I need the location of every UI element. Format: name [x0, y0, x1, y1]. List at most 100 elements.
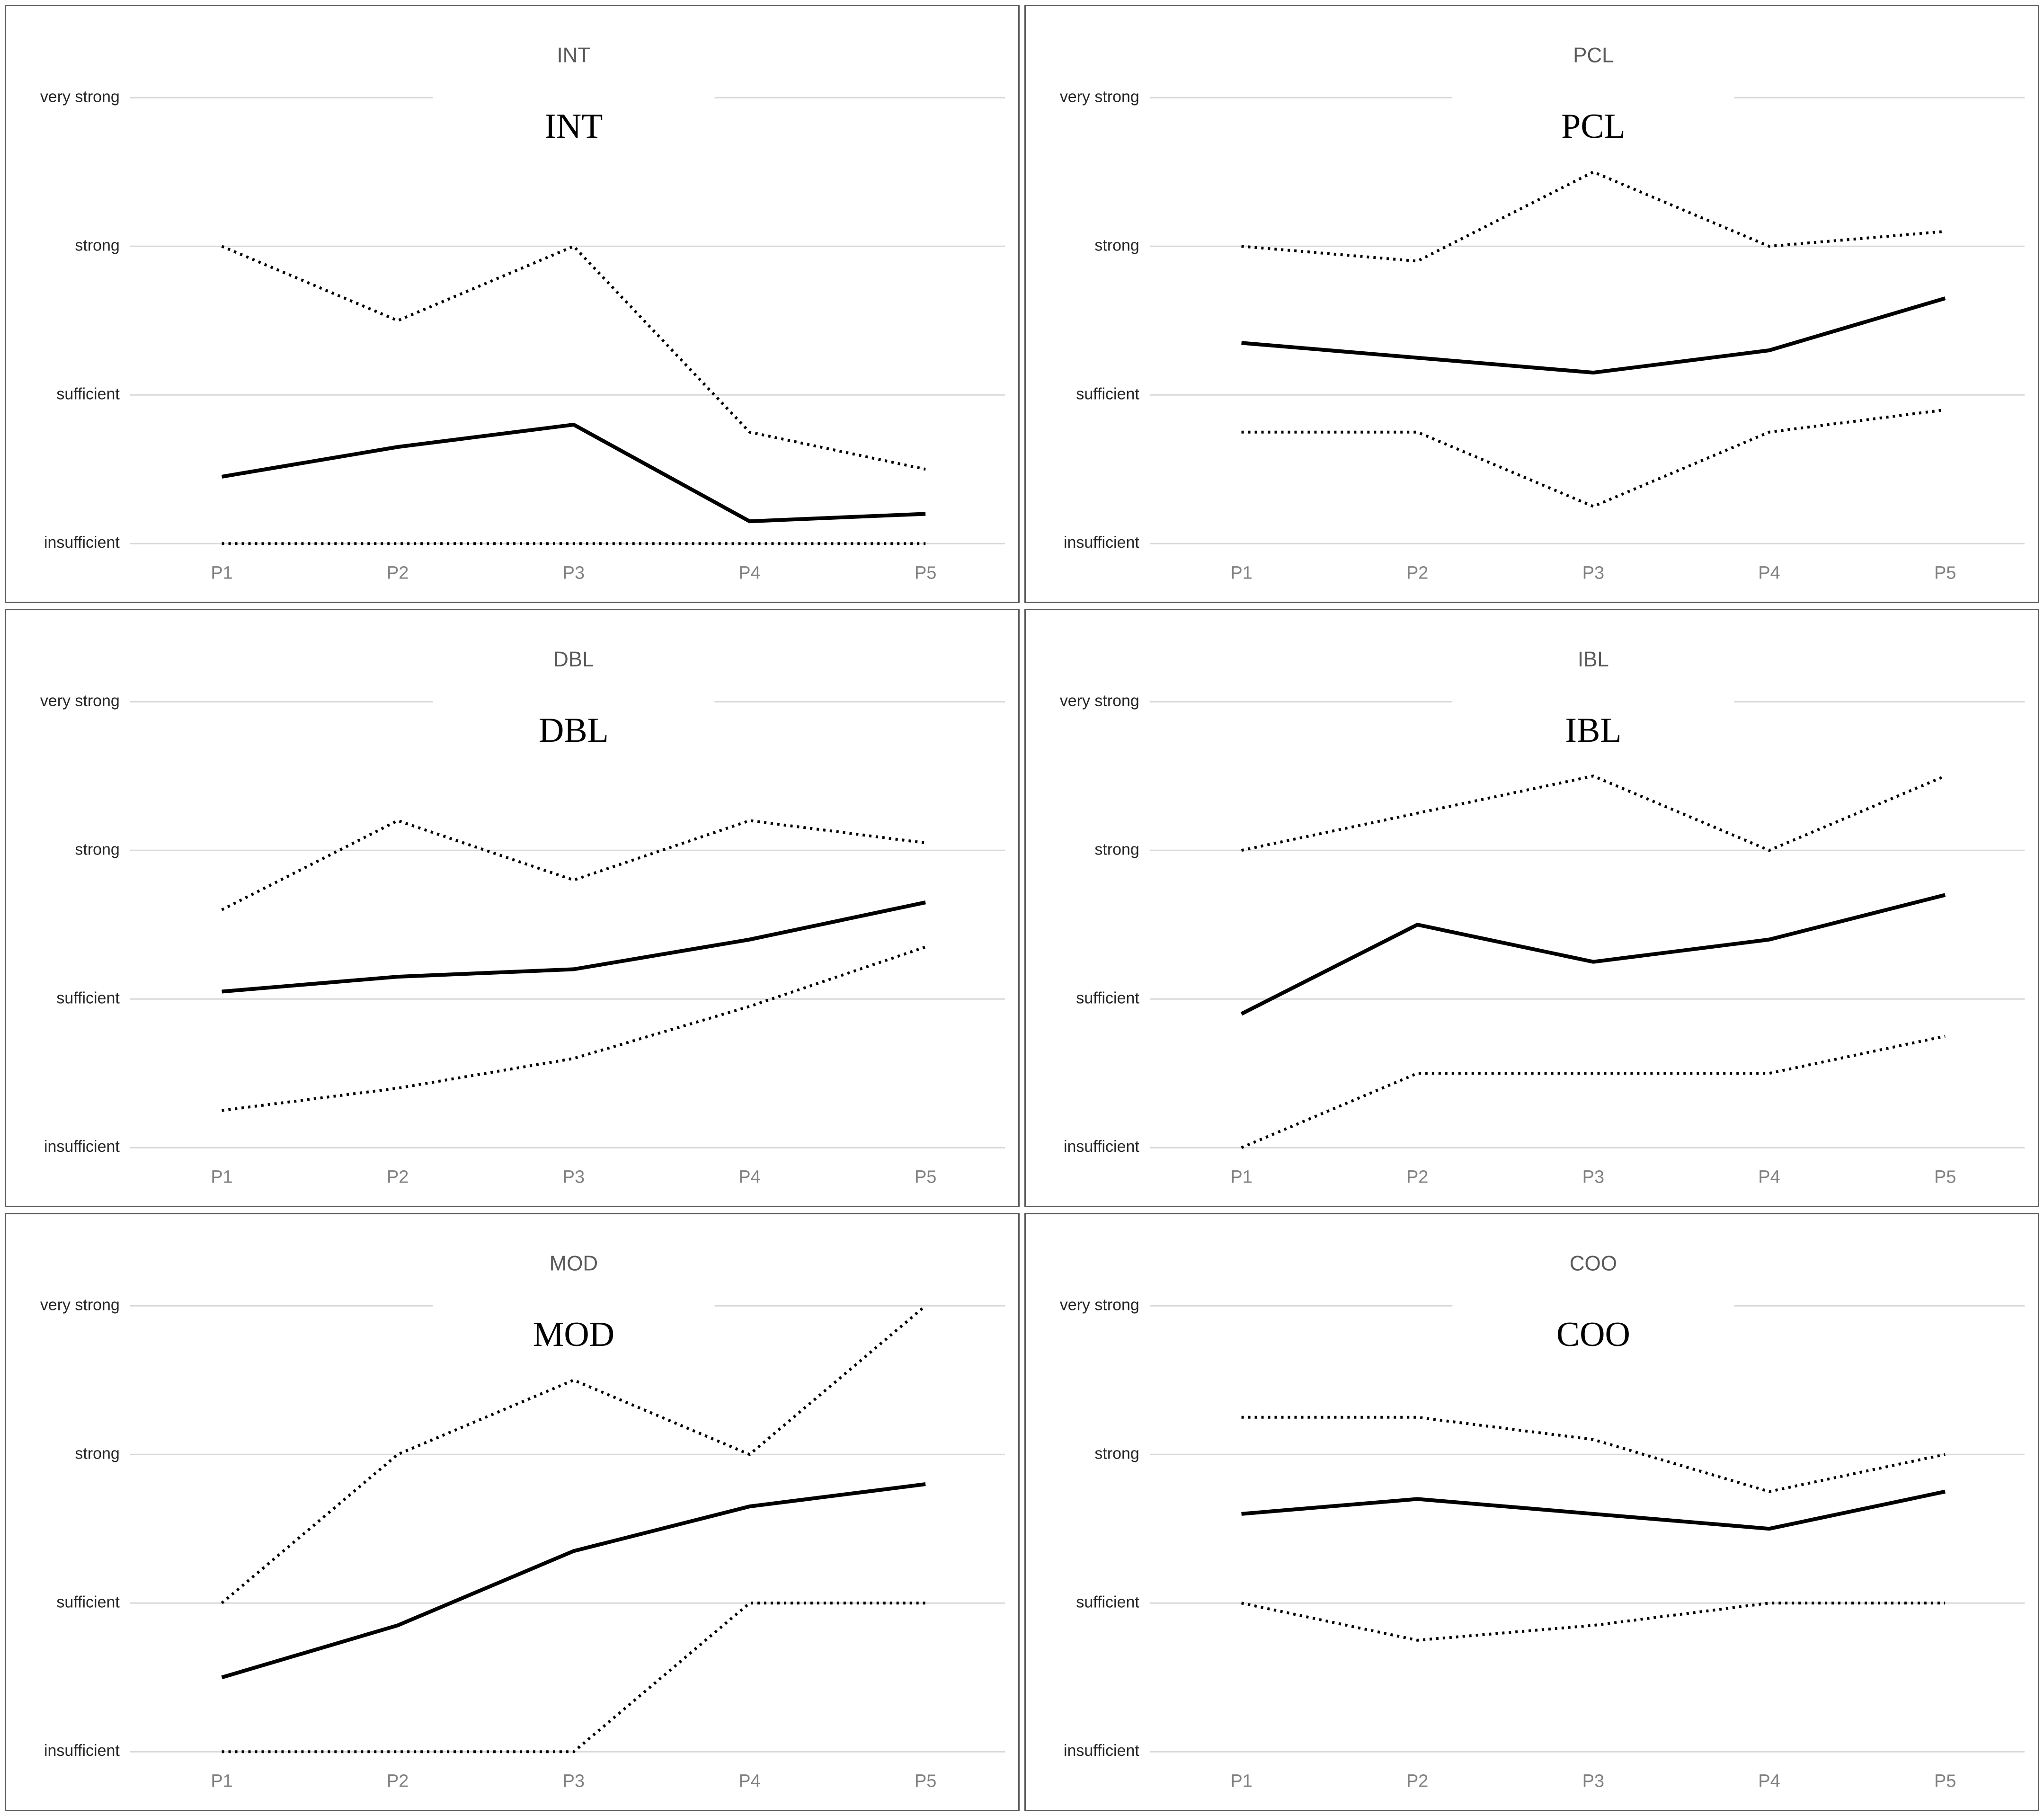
- y-axis-label: very strong: [1060, 692, 1139, 710]
- y-axis-label: strong: [1094, 236, 1139, 254]
- panel-big-label: IBL: [1565, 711, 1621, 750]
- series-line-solid: [1240, 893, 1946, 1016]
- panel-big-label: MOD: [533, 1315, 614, 1354]
- y-axis-label: strong: [75, 840, 119, 858]
- chart-panel-ibl: very strong strong sufficient insufficient P…: [1024, 609, 2039, 1207]
- y-axis-label: sufficient: [56, 385, 120, 403]
- y-axis-label: insufficient: [1064, 534, 1139, 552]
- series-line-lower_dotted: [1241, 1034, 1946, 1149]
- panel-big-label: DBL: [539, 711, 609, 750]
- y-axis-label: strong: [75, 236, 119, 254]
- x-axis-label: P5: [1934, 1771, 1956, 1791]
- panel-title: INT: [557, 44, 590, 67]
- y-axis-label: very strong: [1060, 88, 1139, 106]
- x-axis-label: P3: [563, 1167, 585, 1187]
- y-axis-label: very strong: [40, 1296, 120, 1314]
- panel-title: MOD: [550, 1252, 598, 1275]
- x-axis-label: P3: [563, 1771, 585, 1791]
- y-axis-label: insufficient: [1064, 1138, 1139, 1156]
- x-axis-label: P4: [1758, 563, 1780, 583]
- x-axis-label: P4: [738, 1167, 760, 1187]
- y-axis-label: sufficient: [56, 1593, 120, 1611]
- series-line-solid: [1241, 296, 1946, 375]
- chart-panel-dbl: very strong strong sufficient insufficient P…: [5, 609, 1020, 1207]
- panel-big-label: PCL: [1561, 107, 1626, 146]
- x-axis-label: P5: [915, 1167, 936, 1187]
- y-axis-label: very strong: [40, 88, 120, 106]
- panel-title: COO: [1570, 1252, 1617, 1275]
- series-line-upper_dotted: [1241, 774, 1946, 852]
- series-line-upper_dotted: [221, 1304, 927, 1604]
- series-line-lower_dotted: [222, 1602, 926, 1754]
- y-axis-label: sufficient: [1076, 989, 1139, 1007]
- chart-panel-coo: very strong strong sufficient insufficient P…: [1024, 1213, 2039, 1811]
- series-line-upper_dotted: [221, 819, 926, 911]
- x-axis-label: P4: [1758, 1167, 1780, 1187]
- x-axis-label: P5: [1934, 563, 1956, 583]
- y-axis-label: sufficient: [1076, 1593, 1139, 1611]
- x-axis-label: P2: [387, 1167, 409, 1187]
- x-axis-label: P3: [1582, 563, 1604, 583]
- x-axis-label: P3: [1582, 1771, 1604, 1791]
- big-label-backdrop: [433, 76, 715, 165]
- x-axis-label: P2: [1406, 1167, 1428, 1187]
- y-axis-label: sufficient: [56, 989, 120, 1007]
- chart-panel-int: very strong strong sufficient insufficient P…: [5, 5, 1020, 603]
- x-axis-label: P5: [1934, 1167, 1956, 1187]
- y-axis-label: very strong: [1060, 1296, 1139, 1314]
- x-axis-label: P2: [1406, 563, 1428, 583]
- x-axis-label: P3: [563, 563, 585, 583]
- chart-panel-pcl: very strong strong sufficient insufficient P…: [1024, 5, 2039, 603]
- chart-canvas: very strong strong sufficient insufficient P…: [1060, 648, 2025, 1187]
- series-line-solid: [221, 422, 926, 524]
- x-axis-label: P1: [1230, 563, 1252, 583]
- big-label-backdrop: [1452, 76, 1734, 165]
- series-line-upper_dotted: [1241, 1415, 1946, 1493]
- panel-big-label: COO: [1556, 1315, 1630, 1354]
- x-axis-label: P5: [915, 1771, 936, 1791]
- series-line-solid: [222, 900, 926, 994]
- chart-canvas: very strong strong sufficient insufficient P…: [40, 648, 1005, 1187]
- series-line-solid: [221, 1482, 926, 1680]
- x-axis-label: P1: [1230, 1167, 1252, 1187]
- series-line-lower_dotted: [1241, 408, 1946, 508]
- series-line-solid: [1241, 1489, 1946, 1531]
- big-label-backdrop: [1452, 1284, 1734, 1373]
- x-axis-label: P3: [1582, 1167, 1604, 1187]
- x-axis-label: P1: [1230, 1771, 1252, 1791]
- series-line-upper_dotted: [1241, 170, 1946, 263]
- chart-panel-mod: very strong strong sufficient insufficient P…: [5, 1213, 1020, 1811]
- y-axis-label: sufficient: [1076, 385, 1139, 403]
- series-line-lower_dotted: [222, 945, 926, 1112]
- chart-canvas: very strong strong sufficient insufficient P…: [40, 1252, 1005, 1791]
- x-axis-label: P2: [387, 1771, 409, 1791]
- panel-title: PCL: [1573, 44, 1613, 67]
- chart-canvas: very strong strong sufficient insufficient P…: [40, 44, 1005, 583]
- y-axis-label: very strong: [40, 692, 120, 710]
- x-axis-label: P1: [211, 1167, 232, 1187]
- x-axis-label: P4: [1758, 1771, 1780, 1791]
- x-axis-label: P1: [211, 563, 232, 583]
- x-axis-label: P1: [211, 1771, 232, 1791]
- x-axis-label: P4: [738, 1771, 760, 1791]
- y-axis-label: strong: [75, 1444, 119, 1462]
- x-axis-label: P4: [738, 563, 760, 583]
- big-label-backdrop: [1452, 680, 1734, 769]
- y-axis-label: strong: [1094, 1444, 1139, 1462]
- chart-canvas: very strong strong sufficient insufficient P…: [1060, 1252, 2025, 1791]
- y-axis-label: insufficient: [44, 534, 120, 552]
- x-axis-label: P2: [1406, 1771, 1428, 1791]
- y-axis-label: insufficient: [44, 1742, 120, 1760]
- big-label-backdrop: [433, 680, 715, 769]
- panel-title: IBL: [1578, 648, 1609, 671]
- series-line-lower_dotted: [1241, 1602, 1946, 1642]
- series-line-upper_dotted: [221, 244, 926, 471]
- y-axis-label: strong: [1094, 840, 1139, 858]
- x-axis-label: P5: [915, 563, 936, 583]
- chart-canvas: very strong strong sufficient insufficient P…: [1060, 44, 2025, 583]
- big-label-backdrop: [433, 1284, 715, 1373]
- y-axis-label: insufficient: [1064, 1742, 1139, 1760]
- panel-big-label: INT: [544, 107, 603, 146]
- panel-title: DBL: [553, 648, 594, 671]
